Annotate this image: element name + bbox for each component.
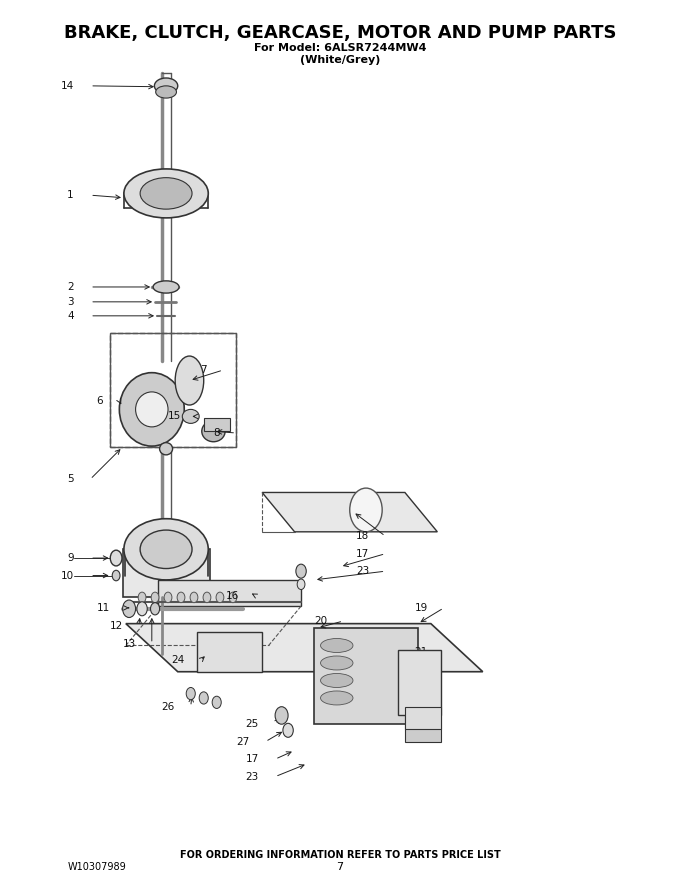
Bar (197, 633, 262, 671)
Circle shape (150, 603, 160, 615)
Circle shape (151, 592, 159, 603)
Circle shape (283, 723, 293, 737)
Circle shape (122, 600, 135, 618)
Text: 23: 23 (245, 772, 259, 781)
Ellipse shape (153, 281, 179, 293)
Circle shape (212, 696, 221, 708)
Text: 12: 12 (109, 621, 122, 631)
Circle shape (297, 579, 305, 590)
Ellipse shape (140, 530, 192, 568)
Ellipse shape (156, 86, 177, 98)
Circle shape (138, 592, 146, 603)
Text: 3: 3 (67, 297, 74, 307)
Circle shape (350, 488, 382, 532)
Text: 16: 16 (226, 590, 239, 601)
Text: 13: 13 (122, 639, 135, 649)
Text: 17: 17 (356, 548, 369, 559)
Circle shape (164, 592, 172, 603)
Text: 23: 23 (356, 566, 369, 576)
Circle shape (177, 592, 185, 603)
Circle shape (275, 707, 288, 724)
Text: 14: 14 (61, 81, 74, 91)
Text: 2: 2 (67, 282, 74, 292)
Polygon shape (122, 549, 210, 598)
Text: 5: 5 (67, 474, 74, 484)
Circle shape (112, 570, 120, 581)
Ellipse shape (320, 639, 353, 652)
Ellipse shape (320, 691, 353, 705)
Text: FOR ORDERING INFORMATION REFER TO PARTS PRICE LIST: FOR ORDERING INFORMATION REFER TO PARTS … (180, 850, 500, 861)
Circle shape (110, 550, 122, 566)
Text: 21: 21 (414, 725, 428, 736)
Circle shape (190, 592, 198, 603)
Ellipse shape (120, 372, 184, 446)
Ellipse shape (124, 169, 208, 218)
Circle shape (216, 592, 224, 603)
Bar (405, 707, 441, 729)
Text: 4: 4 (67, 311, 74, 321)
Ellipse shape (202, 421, 225, 442)
Text: (White/Grey): (White/Grey) (300, 55, 380, 64)
Circle shape (229, 592, 237, 603)
Polygon shape (314, 628, 418, 724)
Text: 21: 21 (414, 647, 428, 656)
Text: 15: 15 (168, 411, 181, 422)
Text: 10: 10 (61, 570, 74, 581)
Text: 22: 22 (414, 667, 428, 677)
Circle shape (296, 564, 306, 578)
Text: 7: 7 (337, 862, 343, 872)
Bar (405, 715, 441, 742)
Text: 27: 27 (236, 737, 249, 747)
Ellipse shape (320, 673, 353, 687)
Text: 20: 20 (314, 616, 327, 626)
Ellipse shape (175, 356, 204, 405)
Circle shape (186, 687, 195, 700)
Text: 17: 17 (245, 754, 259, 764)
Text: 11: 11 (97, 603, 109, 612)
Text: 7: 7 (201, 365, 207, 375)
Bar (109, 334, 236, 447)
Polygon shape (126, 624, 483, 671)
Ellipse shape (140, 178, 192, 209)
Circle shape (199, 692, 208, 704)
Text: 18: 18 (356, 532, 369, 541)
Text: BRAKE, CLUTCH, GEARCASE, MOTOR AND PUMP PARTS: BRAKE, CLUTCH, GEARCASE, MOTOR AND PUMP … (64, 25, 616, 42)
Ellipse shape (320, 656, 353, 670)
Polygon shape (158, 580, 301, 606)
Circle shape (137, 602, 148, 616)
Text: For Model: 6ALSR7244MW4: For Model: 6ALSR7244MW4 (254, 43, 426, 54)
Text: 19: 19 (414, 603, 428, 612)
Ellipse shape (160, 443, 173, 455)
Ellipse shape (182, 409, 199, 423)
Bar (398, 649, 441, 715)
Text: 9: 9 (67, 553, 74, 563)
Ellipse shape (135, 392, 168, 427)
Bar (109, 334, 236, 447)
Bar (204, 418, 230, 431)
Text: 8: 8 (214, 428, 220, 438)
Text: 25: 25 (245, 719, 259, 730)
Text: 6: 6 (97, 396, 103, 406)
Ellipse shape (154, 78, 177, 93)
Text: 1: 1 (67, 190, 74, 200)
Polygon shape (262, 493, 437, 532)
Text: W10307989: W10307989 (67, 862, 126, 872)
Circle shape (203, 592, 211, 603)
Ellipse shape (124, 518, 208, 580)
Text: 24: 24 (171, 656, 184, 665)
Text: 26: 26 (161, 701, 175, 712)
